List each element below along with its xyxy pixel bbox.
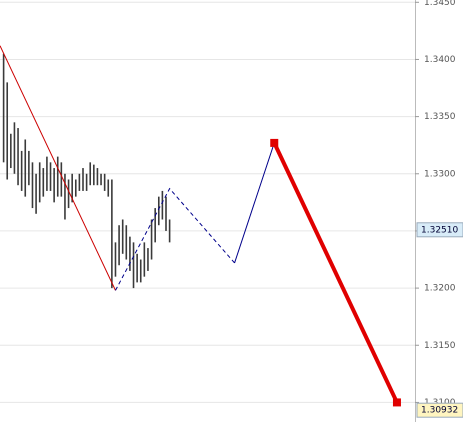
price-label: 1.30932 xyxy=(421,406,458,416)
y-tick-label: 1.3200 xyxy=(424,284,456,294)
wave-line xyxy=(272,142,399,404)
y-tick-label: 1.3400 xyxy=(424,55,456,65)
wave-line xyxy=(234,142,275,264)
wave-line xyxy=(0,45,116,291)
y-tick-label: 1.3450 xyxy=(424,0,456,8)
y-tick-label: 1.3150 xyxy=(424,341,456,351)
wave-marker xyxy=(270,138,279,147)
wave-line xyxy=(115,187,235,291)
price-label-box xyxy=(416,402,463,418)
y-tick-label: 1.3300 xyxy=(424,169,456,179)
price-label: 1.32510 xyxy=(421,225,458,235)
wave-marker xyxy=(392,398,401,407)
y-tick-label: 1.3350 xyxy=(424,112,456,122)
price-label-box xyxy=(416,222,463,238)
